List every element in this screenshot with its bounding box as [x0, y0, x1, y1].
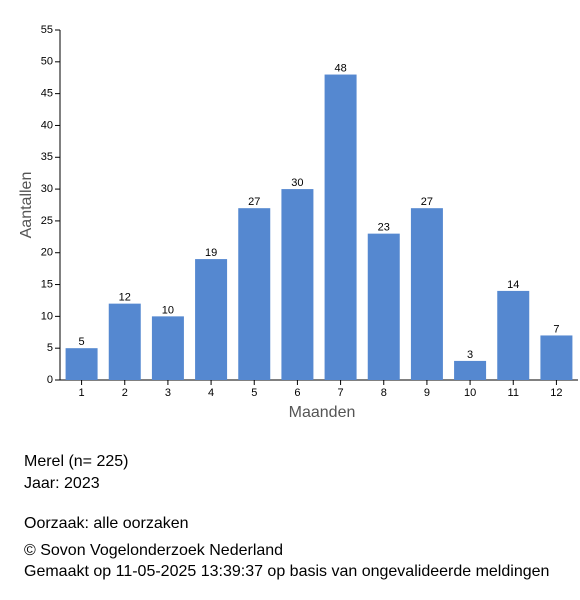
bar [367, 233, 400, 380]
value-label: 48 [334, 62, 346, 74]
bar [454, 360, 487, 380]
x-axis-title: Maanden [289, 404, 356, 421]
value-label: 27 [421, 196, 433, 208]
y-tick-label: 25 [41, 215, 53, 227]
bar [281, 189, 314, 380]
x-tick-label: 1 [79, 387, 85, 399]
x-tick-label: 9 [424, 387, 430, 399]
y-axis-title: Aantallen [18, 172, 35, 239]
y-tick-label: 10 [41, 310, 53, 322]
value-label: 19 [205, 247, 217, 259]
footer-year: Jaar: 2023 [24, 475, 100, 492]
bar [65, 348, 98, 380]
y-tick-label: 0 [47, 374, 53, 386]
footer-generated: Gemaakt op 11-05-2025 13:39:37 op basis … [24, 563, 549, 580]
x-tick-label: 10 [464, 387, 476, 399]
x-tick-label: 3 [165, 387, 171, 399]
footer-cause: Oorzaak: alle oorzaken [24, 515, 189, 532]
y-tick-label: 5 [47, 342, 53, 354]
y-tick-label: 35 [41, 151, 53, 163]
y-tick-label: 30 [41, 183, 53, 195]
x-tick-label: 12 [550, 387, 562, 399]
y-tick-label: 15 [41, 278, 53, 290]
bar [108, 303, 141, 380]
y-tick-label: 55 [41, 24, 53, 36]
value-label: 14 [507, 279, 519, 291]
footer-species: Merel (n= 225) [24, 453, 129, 470]
value-label: 10 [162, 304, 174, 316]
bar [410, 208, 443, 380]
x-tick-label: 7 [338, 387, 344, 399]
x-tick-label: 6 [294, 387, 300, 399]
bar [324, 74, 357, 380]
y-tick-label: 20 [41, 247, 53, 259]
bar [540, 335, 573, 380]
bar [238, 208, 271, 380]
value-label: 3 [467, 349, 473, 361]
y-tick-label: 40 [41, 119, 53, 131]
value-label: 12 [119, 292, 131, 304]
y-tick-label: 50 [41, 56, 53, 68]
x-tick-label: 4 [208, 387, 214, 399]
bar [151, 316, 184, 380]
value-label: 7 [553, 323, 559, 335]
x-tick-label: 8 [381, 387, 387, 399]
value-label: 5 [79, 336, 85, 348]
value-label: 30 [291, 177, 303, 189]
y-tick-label: 45 [41, 88, 53, 100]
x-tick-label: 2 [122, 387, 128, 399]
value-label: 27 [248, 196, 260, 208]
x-tick-label: 11 [508, 387, 519, 399]
bar [195, 259, 228, 380]
footer-copyright: © Sovon Vogelonderzoek Nederland [24, 542, 283, 559]
value-label: 23 [378, 222, 390, 234]
x-tick-label: 5 [251, 387, 257, 399]
bar [497, 290, 530, 380]
